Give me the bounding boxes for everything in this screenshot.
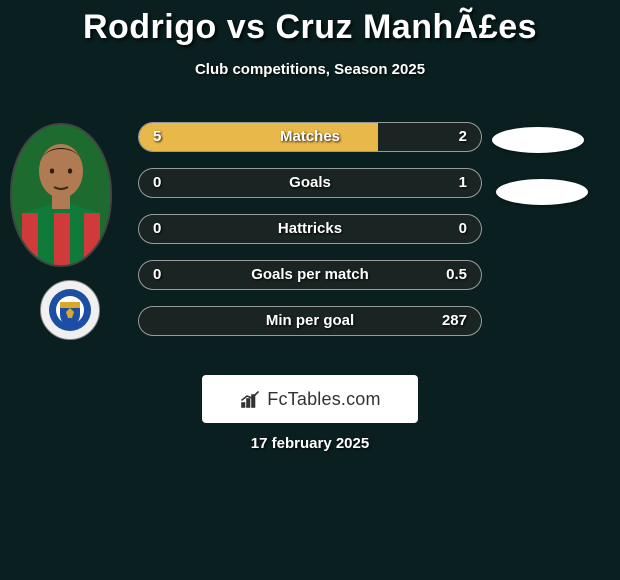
compare-value-right: 0 (459, 215, 467, 243)
compare-row: 0Hattricks0 (138, 214, 482, 244)
compare-label: Goals (139, 169, 481, 197)
oval-indicator (492, 127, 584, 153)
compare-row: 5Matches2 (138, 122, 482, 152)
branding-icon (239, 388, 261, 410)
compare-value-right: 0.5 (446, 261, 467, 289)
compare-label: Matches (139, 123, 481, 151)
club-crest (40, 280, 100, 340)
compare-label: Hattricks (139, 215, 481, 243)
player-left-avatar (10, 123, 112, 267)
oval-indicator (496, 179, 588, 205)
compare-label: Min per goal (139, 307, 481, 335)
compare-row: Min per goal287 (138, 306, 482, 336)
compare-row: 0Goals per match0.5 (138, 260, 482, 290)
date-text: 17 february 2025 (0, 435, 620, 452)
comparison-card: Rodrigo vs Cruz ManhÃ£es Club competitio… (0, 0, 620, 580)
compare-row: 0Goals1 (138, 168, 482, 198)
compare-value-right: 287 (442, 307, 467, 335)
compare-label: Goals per match (139, 261, 481, 289)
compare-value-right: 2 (459, 123, 467, 151)
page-title: Rodrigo vs Cruz ManhÃ£es (0, 0, 620, 47)
branding-text: FcTables.com (267, 389, 380, 410)
branding-badge: FcTables.com (202, 375, 418, 423)
page-subtitle: Club competitions, Season 2025 (0, 61, 620, 78)
compare-value-right: 1 (459, 169, 467, 197)
compare-table: 5Matches20Goals10Hattricks00Goals per ma… (138, 122, 482, 352)
